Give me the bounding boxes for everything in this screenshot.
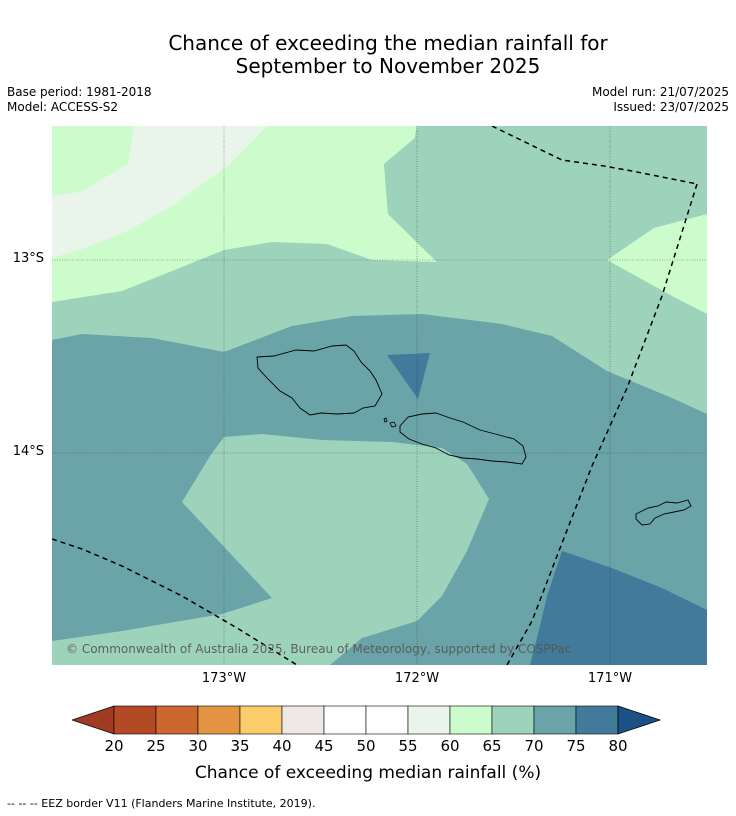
colorbar-tick-label: 65 bbox=[482, 737, 502, 755]
colorbar-cell bbox=[491, 705, 535, 735]
base-period-text: Base period: 1981-2018 bbox=[7, 85, 152, 99]
lon-label-171w: 171°W bbox=[587, 671, 633, 686]
colorbar-tick-label: 40 bbox=[272, 737, 292, 755]
meta-left: Base period: 1981-2018 Model: ACCESS-S2 bbox=[7, 85, 152, 115]
colorbar-tick-label: 55 bbox=[398, 737, 418, 755]
colorbar-tick-label: 25 bbox=[146, 737, 166, 755]
colorbar-tick-label: 20 bbox=[104, 737, 124, 755]
manono-island bbox=[383, 417, 388, 423]
lat-label-14s: 14°S bbox=[12, 444, 44, 459]
colorbar-label: Chance of exceeding median rainfall (%) bbox=[194, 763, 542, 783]
map-title: Chance of exceeding the median rainfall … bbox=[0, 32, 736, 78]
colorbar-tick-label: 30 bbox=[188, 737, 208, 755]
eez-border-southwest bbox=[52, 538, 298, 665]
colorbar-cell bbox=[365, 705, 409, 735]
colorbar-tick-label: 80 bbox=[608, 737, 628, 755]
colorbar-cell bbox=[281, 705, 325, 735]
savaii-island bbox=[256, 344, 383, 416]
colorbar-tick-label: 35 bbox=[230, 737, 250, 755]
model-run-text: Model run: 21/07/2025 bbox=[591, 85, 729, 99]
colorbar-cell bbox=[449, 705, 493, 735]
upolu-island bbox=[399, 412, 527, 465]
colorbar-tick-label: 70 bbox=[524, 737, 544, 755]
meta-right: Model run: 21/07/2025 Issued: 23/07/2025 bbox=[592, 85, 729, 115]
colorbar-cell bbox=[533, 705, 577, 735]
colorbar-tick-label: 50 bbox=[356, 737, 376, 755]
tutuila-island bbox=[635, 499, 692, 526]
eez-border-east bbox=[506, 183, 698, 665]
colorbar bbox=[72, 705, 662, 735]
colorbar-extend-high bbox=[617, 705, 662, 735]
colorbar-tick-label: 60 bbox=[440, 737, 460, 755]
lon-label-172w: 172°W bbox=[394, 671, 440, 686]
copyright-text: © Commonwealth of Australia 2025, Bureau… bbox=[66, 642, 571, 656]
band-55-60 bbox=[52, 126, 267, 258]
colorbar-cell bbox=[575, 705, 619, 735]
rainfall-map: © Commonwealth of Australia 2025, Bureau… bbox=[52, 126, 707, 665]
band-70-75-north bbox=[384, 134, 707, 262]
band-75-80-small bbox=[387, 353, 430, 399]
band-65-70-south bbox=[52, 434, 489, 665]
lon-label-173w: 173°W bbox=[201, 671, 247, 686]
map-title-line1: Chance of exceeding the median rainfall … bbox=[168, 31, 608, 55]
apolima-island bbox=[389, 421, 397, 428]
colorbar-cell bbox=[323, 705, 367, 735]
issued-text: Issued: 23/07/2025 bbox=[613, 100, 729, 114]
colorbar-cell bbox=[155, 705, 199, 735]
band-75-80-east bbox=[530, 551, 707, 665]
colorbar-cell bbox=[197, 705, 241, 735]
eez-footnote: -- -- -- EEZ border V11 (Flanders Marine… bbox=[7, 797, 316, 810]
colorbar-cell bbox=[407, 705, 451, 735]
colorbar-extend-low bbox=[72, 705, 115, 735]
colorbar-cell bbox=[113, 705, 157, 735]
lat-label-13s: 13°S bbox=[12, 251, 44, 266]
colorbar-tick-label: 45 bbox=[314, 737, 334, 755]
band-60-65-east bbox=[607, 214, 707, 314]
map-title-line2: September to November 2025 bbox=[235, 54, 541, 78]
eez-border-north bbox=[491, 126, 698, 185]
model-text: Model: ACCESS-S2 bbox=[7, 100, 119, 114]
colorbar-cell bbox=[239, 705, 283, 735]
colorbar-tick-label: 75 bbox=[566, 737, 586, 755]
